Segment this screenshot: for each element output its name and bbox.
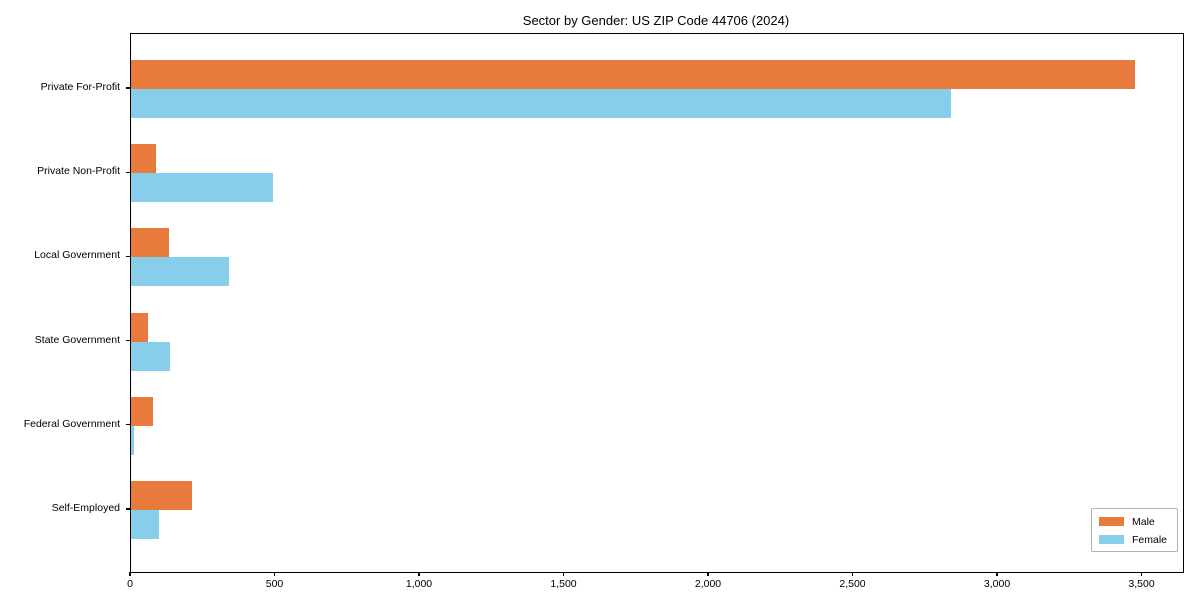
y-axis-label-federal-government: Federal Government [23, 417, 120, 430]
bar-male-private-for-profit [131, 60, 1136, 89]
x-tick-2000 [707, 572, 709, 576]
y-tick-private-for-profit [126, 87, 130, 89]
y-axis-label-private-non-profit: Private Non-Profit [37, 165, 120, 178]
y-axis-label-local-government: Local Government [34, 249, 120, 262]
y-tick-private-non-profit [126, 171, 130, 173]
x-tick-label-1000: 1,000 [405, 578, 433, 590]
x-tick-label-2000: 2,000 [694, 578, 722, 590]
bar-female-self-employed [131, 510, 160, 539]
y-tick-federal-government [126, 424, 130, 426]
x-tick-label-1500: 1,500 [550, 578, 577, 590]
bar-male-federal-government [131, 396, 154, 426]
y-tick-state-government [126, 340, 130, 342]
female-series-swatch [1099, 535, 1124, 544]
x-tick-2500 [851, 572, 854, 576]
legend-label-male: Male [1132, 515, 1155, 528]
bar-male-local-government [131, 228, 169, 258]
y-axis-label-state-government: State Government [34, 333, 120, 346]
y-axis-label-private-for-profit: Private For-Profit [40, 81, 120, 93]
bar-female-state-government [131, 341, 171, 371]
legend: Male Female [1091, 508, 1178, 552]
male-series-swatch [1099, 517, 1124, 526]
legend-item-female: Female [1099, 532, 1170, 547]
chart-title: Sector by Gender: US ZIP Code 44706 (202… [522, 13, 790, 28]
legend-label-female: Female [1132, 533, 1168, 546]
x-tick-label-3500: 3,500 [1128, 578, 1155, 590]
legend-item-male: Male [1099, 514, 1170, 529]
x-tick-500 [273, 572, 276, 576]
x-tick-3000 [996, 572, 998, 576]
x-tick-label-3000: 3,000 [983, 578, 1011, 590]
bar-female-private-non-profit [131, 173, 274, 203]
x-tick-3500 [1140, 572, 1143, 576]
x-tick-label-2500: 2,500 [839, 578, 866, 590]
plot-area [130, 33, 1184, 573]
x-tick-1000 [418, 572, 420, 576]
bar-male-self-employed [131, 481, 193, 510]
bar-male-state-government [131, 312, 149, 342]
bar-female-federal-government [131, 425, 134, 455]
x-tick-0 [129, 572, 131, 576]
x-tick-1500 [562, 572, 565, 576]
x-tick-label-0: 0 [127, 578, 133, 590]
y-axis-label-self-employed: Self-Employed [51, 502, 120, 514]
bar-male-private-non-profit [131, 144, 157, 174]
y-tick-self-employed [126, 508, 130, 510]
bar-female-local-government [131, 257, 229, 287]
bar-female-private-for-profit [131, 89, 952, 118]
x-tick-label-500: 500 [265, 578, 284, 590]
y-tick-local-government [126, 255, 130, 257]
